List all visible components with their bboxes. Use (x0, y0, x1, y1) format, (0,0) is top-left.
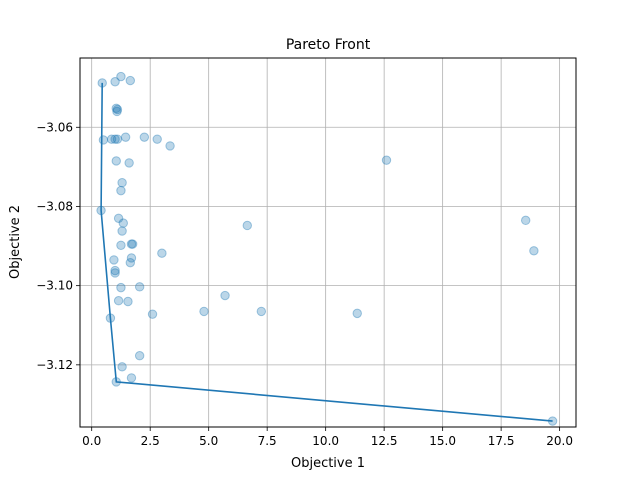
x-tick-label: 5.0 (199, 434, 218, 448)
scatter-point (134, 282, 145, 292)
scatter-point (127, 239, 138, 249)
scatter-point (113, 213, 124, 224)
scatter-point (256, 306, 267, 317)
scatter-point (111, 156, 121, 166)
scatter-point (117, 362, 127, 372)
scatter-point (113, 296, 124, 306)
x-tick-label: 2.5 (141, 434, 160, 448)
scatter-point (98, 135, 109, 145)
x-tick-label: 7.5 (258, 434, 277, 448)
x-tick-label: 17.5 (488, 434, 515, 448)
chart-title: Pareto Front (286, 37, 371, 53)
scatter-point (110, 134, 120, 144)
plot-frame (79, 57, 577, 428)
scatter-point (117, 178, 127, 188)
x-axis-label: Objective 1 (291, 456, 365, 471)
y-axis-label: Objective 2 (8, 205, 23, 279)
scatter-point (126, 239, 137, 249)
pareto-front-path (100, 82, 553, 422)
scatter-point (126, 253, 137, 263)
scatter-point (118, 218, 128, 228)
scatter-point (242, 220, 252, 231)
x-tick-label: 10.0 (312, 434, 339, 448)
scatter-point (106, 134, 117, 144)
scatter-point (124, 158, 134, 168)
scatter-point (520, 215, 531, 226)
y-tick-label: −3.06 (36, 120, 73, 134)
scatter-point (116, 185, 126, 196)
y-axis-ticks: −3.12 −3.10 −3.08 −3.06 (36, 120, 80, 372)
scatter-point (110, 77, 120, 87)
scatter-point (134, 351, 145, 361)
scatter-point (116, 240, 126, 250)
pareto-front-line (100, 82, 553, 422)
grid-lines (80, 58, 576, 427)
scatter-point (110, 268, 120, 278)
scatter-point (157, 248, 167, 258)
scatter-point (112, 106, 122, 117)
scatter-point (220, 290, 230, 301)
x-tick-label: 15.0 (429, 434, 456, 448)
scatter-point (116, 282, 126, 293)
scatter-point (352, 308, 362, 319)
scatter-point (116, 71, 126, 82)
y-tick-label: −3.10 (36, 279, 73, 293)
scatter-point (109, 255, 119, 265)
x-tick-label: 0.0 (82, 434, 101, 448)
scatter-point (529, 246, 539, 256)
x-tick-label: 12.5 (371, 434, 398, 448)
scatter-point (125, 75, 136, 86)
scatter-point (126, 373, 137, 383)
scatter-point (152, 134, 162, 144)
y-tick-label: −3.12 (36, 358, 73, 372)
scatter-point (199, 306, 209, 317)
scatter-point (120, 132, 131, 142)
scatter-point (123, 296, 133, 307)
scatter-points (96, 71, 558, 426)
scatter-point (117, 226, 127, 236)
scatter-point (112, 104, 123, 115)
scatter-point (139, 132, 150, 142)
scatter-point (381, 155, 392, 165)
x-tick-label: 20.0 (546, 434, 573, 448)
y-tick-label: −3.08 (36, 199, 73, 213)
scatter-point (110, 265, 120, 276)
scatter-point (111, 103, 121, 113)
scatter-point (165, 141, 175, 151)
scatter-point (147, 309, 158, 319)
scatter-point (125, 257, 136, 268)
x-axis-ticks: 0.0 2.5 5.0 7.5 10.0 12.5 15.0 17.5 20.0 (82, 427, 573, 448)
scatter-point (112, 134, 123, 144)
